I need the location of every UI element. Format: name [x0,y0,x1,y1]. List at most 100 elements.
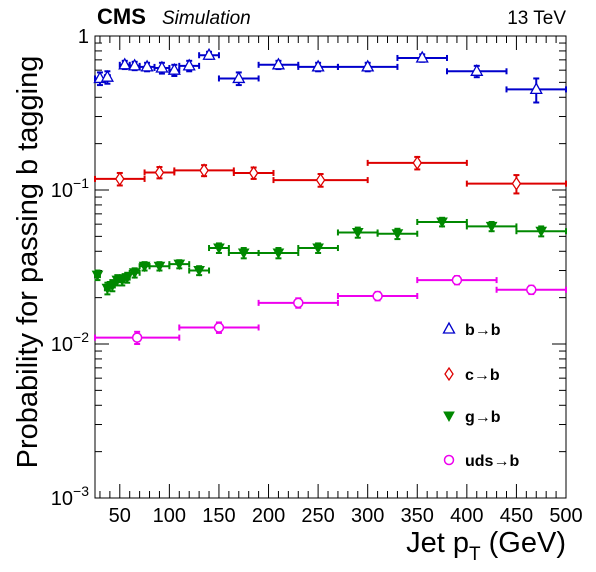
marker-diamond [154,165,165,180]
marker-triangle [182,58,196,71]
marker-inverted-triangle [312,243,324,255]
data-point [121,271,134,284]
marker-triangle [167,62,181,75]
marker-triangle [361,59,375,72]
data-point [336,226,379,239]
data-point [416,216,468,229]
marker-diamond [444,366,454,382]
simulation-label: Simulation [162,8,251,29]
marker-diamond [315,172,326,188]
marker-triangle [529,82,543,95]
marker-inverted-triangle [237,248,250,260]
marker-inverted-triangle [138,261,151,273]
data-point [91,269,104,282]
data-series [91,47,567,345]
data-point [446,63,508,79]
data-point [128,58,142,72]
data-point [366,155,468,171]
marker-diamond [248,165,259,181]
x-tick-label: 250 [301,505,334,527]
legend-label: b→b [465,322,501,339]
data-point [178,58,201,73]
data-point [178,321,260,334]
x-tick-label: 300 [351,505,384,527]
data-point [505,77,567,104]
header: CMS Simulation 13 TeV [97,4,566,29]
legend-item: g→b [443,409,501,426]
data-point [138,261,151,273]
marker-circle [131,332,143,343]
y-axis-title: Probability for passing b tagging [12,56,44,469]
x-tick-label: 450 [500,505,533,527]
legend-label: c→b [465,367,500,384]
x-axis-title: Jet pT (GeV) [406,527,566,565]
series-open-triangle [93,47,567,104]
marker-circle [293,297,304,309]
series-open-circle [94,274,567,345]
x-tick-label: 400 [450,505,483,527]
x-axis-title-sub: T [469,544,481,565]
data-point [272,172,369,188]
x-tick-label: 100 [153,505,186,527]
y-tick-label: 10−2 [51,329,89,356]
data-point [297,242,339,255]
marker-triangle [128,58,142,71]
marker-inverted-triangle [535,226,548,238]
data-point [217,71,260,87]
x-tick-label: 50 [109,505,131,527]
marker-inverted-triangle [391,229,404,240]
marker-circle [526,284,537,296]
marker-inverted-triangle [91,270,104,282]
data-point [168,259,191,271]
marker-circle [451,274,463,286]
marker-triangle [311,59,325,72]
plot-frame [94,35,567,499]
legend-item: b→b [442,321,501,339]
marker-triangle [442,321,456,334]
data-point [465,174,567,195]
cms-label: CMS [97,4,146,29]
data-point [167,62,181,77]
marker-diamond [199,163,209,178]
plot-border [94,35,567,499]
marker-triangle [118,57,132,70]
legend-item: uds→b [443,453,519,470]
marker-inverted-triangle [443,411,455,423]
x-axis: 50 100 150 200 250 300 350 400 450 500 [99,36,583,527]
marker-diamond [115,171,125,187]
data-point [515,225,567,238]
marker-triangle [470,63,484,76]
y-tick-label: 1 [78,26,89,48]
marker-inverted-triangle [121,273,134,284]
marker-triangle [202,47,216,60]
data-point [100,69,114,85]
energy-label: 13 TeV [507,8,566,29]
data-point [198,47,220,60]
y-axis: 1 10−1 10−2 10−3 [51,26,566,510]
marker-inverted-triangle [213,243,225,255]
marker-diamond [412,155,423,171]
marker-triangle [155,60,169,73]
data-point [465,220,518,233]
x-axis-title-main: Jet p [406,527,469,559]
data-point [153,60,171,75]
marker-circle [443,454,455,466]
data-point [143,165,176,180]
marker-inverted-triangle [436,217,448,229]
series-open-diamond [94,155,567,195]
x-tick-label: 200 [252,505,285,527]
marker-inverted-triangle [128,268,141,279]
marker-inverted-triangle [173,259,186,271]
data-point [257,297,339,309]
series-filled-inverted-triangle [91,216,567,296]
data-point [208,242,230,255]
marker-inverted-triangle [485,221,498,233]
marker-triangle [100,69,114,82]
data-point [188,265,211,277]
data-point [257,57,300,71]
data-point [94,171,146,187]
data-point [232,165,275,181]
data-point [257,247,300,260]
data-point [495,284,567,296]
